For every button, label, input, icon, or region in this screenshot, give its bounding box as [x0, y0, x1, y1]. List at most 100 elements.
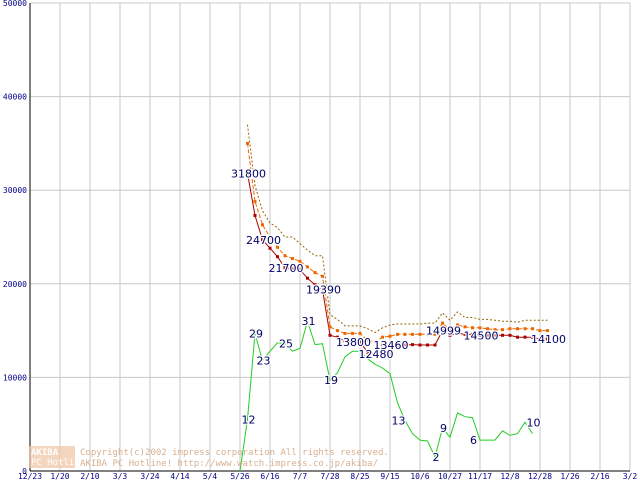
akiba-logo-sub: PC Hotline! [31, 458, 91, 468]
series-point-1 [493, 328, 497, 332]
series-point-1 [388, 334, 392, 338]
data-label: 14100 [531, 333, 566, 346]
y-tick-label: 20000 [3, 280, 27, 289]
akiba-logo-text: AKIBA [31, 448, 59, 458]
series-line-1 [247, 143, 548, 343]
x-tick-label: 6/16 [260, 472, 279, 480]
series-point-0 [298, 268, 302, 272]
series-point-0 [433, 343, 437, 347]
series-point-0 [381, 343, 384, 347]
series-point-1 [366, 338, 369, 342]
series-point-0 [508, 333, 512, 337]
series-point-1 [501, 328, 504, 332]
x-tick-label: 3/3 [113, 472, 128, 480]
y-tick-label: 40000 [3, 93, 27, 102]
x-tick-label: 9/15 [380, 472, 399, 480]
series-point-1 [433, 332, 437, 336]
series-point-1 [373, 340, 377, 344]
series-point-1 [321, 274, 324, 278]
series-point-0 [328, 333, 332, 337]
x-tick-label: 10/27 [438, 472, 462, 480]
series-point-0 [321, 288, 324, 292]
series-point-0 [246, 171, 249, 175]
series-point-0 [531, 335, 534, 339]
series-point-0 [336, 335, 339, 339]
series-line-3 [239, 319, 533, 472]
x-tick-label: 12/28 [528, 472, 552, 480]
series-point-0 [291, 267, 294, 271]
grid [29, 2, 631, 472]
x-tick-label: 1/26 [560, 472, 579, 480]
data-label: 23 [257, 355, 271, 368]
data-label: 29 [249, 327, 263, 340]
series-point-0 [283, 266, 287, 270]
x-tick-label: 10/6 [410, 472, 429, 480]
series-point-0 [253, 213, 257, 217]
y-axis-ticks: 0 10000 20000 30000 40000 50000 [3, 0, 27, 476]
series-point-0 [493, 333, 497, 337]
site-text: AKIBA PC Hotline! http://www.watch.impre… [80, 459, 378, 469]
series-point-1 [381, 335, 384, 339]
series-point-0 [366, 350, 369, 354]
series-line-2 [247, 124, 548, 334]
series-point-1 [448, 328, 452, 332]
series [239, 124, 549, 472]
series-point-0 [418, 343, 422, 347]
data-label: 31800 [231, 167, 266, 180]
series-point-1 [328, 325, 332, 329]
series-point-0 [546, 337, 549, 341]
series-point-1 [463, 325, 467, 329]
x-tick-label: 5/26 [230, 472, 249, 480]
series-point-0 [426, 343, 429, 347]
series-point-0 [358, 340, 362, 344]
series-point-1 [411, 332, 414, 336]
x-axis-ticks: 12/23 1/20 2/10 3/3 3/24 4/14 5/4 5/26 6/16 7/7 7/… [18, 472, 637, 480]
series-point-1 [531, 327, 534, 331]
series-point-0 [478, 333, 482, 337]
series-point-1 [486, 327, 489, 331]
series-point-0 [268, 246, 272, 250]
y-tick-label: 0 [22, 467, 27, 476]
x-tick-label: 12/8 [500, 472, 519, 480]
akiba-logo [29, 446, 75, 468]
y-tick-label: 10000 [3, 373, 27, 382]
series-point-1 [306, 265, 309, 269]
data-label: 31 [302, 315, 316, 328]
series-point-1 [538, 329, 542, 333]
series-point-1 [471, 326, 474, 330]
x-tick-label: 2/16 [590, 472, 609, 480]
x-tick-label: 1/20 [50, 472, 69, 480]
series-point-0 [471, 332, 474, 336]
series-point-0 [276, 255, 279, 259]
series-point-0 [523, 335, 527, 339]
x-tick-label: 12/23 [18, 472, 42, 480]
series-point-1 [313, 271, 317, 275]
x-tick-label: 7/28 [320, 472, 339, 480]
data-label: 21700 [269, 262, 304, 275]
series-point-0 [538, 337, 542, 341]
data-label: 25 [279, 338, 293, 351]
series-point-0 [448, 333, 452, 337]
data-label: 19 [324, 374, 338, 387]
x-tick-label: 8/25 [350, 472, 369, 480]
data-label: 19390 [306, 284, 341, 297]
data-label: 13 [392, 414, 406, 427]
series-point-0 [306, 276, 309, 280]
series-point-1 [336, 329, 339, 333]
series-point-0 [411, 343, 414, 347]
series-point-1 [478, 326, 482, 330]
series-point-1 [523, 327, 527, 331]
x-tick-label: 4/14 [170, 472, 189, 480]
series-point-1 [546, 329, 549, 333]
x-tick-label: 2/10 [80, 472, 99, 480]
data-label: 10 [527, 416, 541, 429]
data-label: 14999 [426, 325, 461, 338]
data-label: 12480 [359, 348, 394, 361]
y-tick-label: 50000 [3, 0, 27, 8]
data-label: 9 [440, 422, 447, 435]
data-label: 13460 [374, 339, 409, 352]
copyright-text: Copyright(c)2002 impress corporation All… [80, 448, 389, 458]
series-point-0 [351, 340, 354, 344]
